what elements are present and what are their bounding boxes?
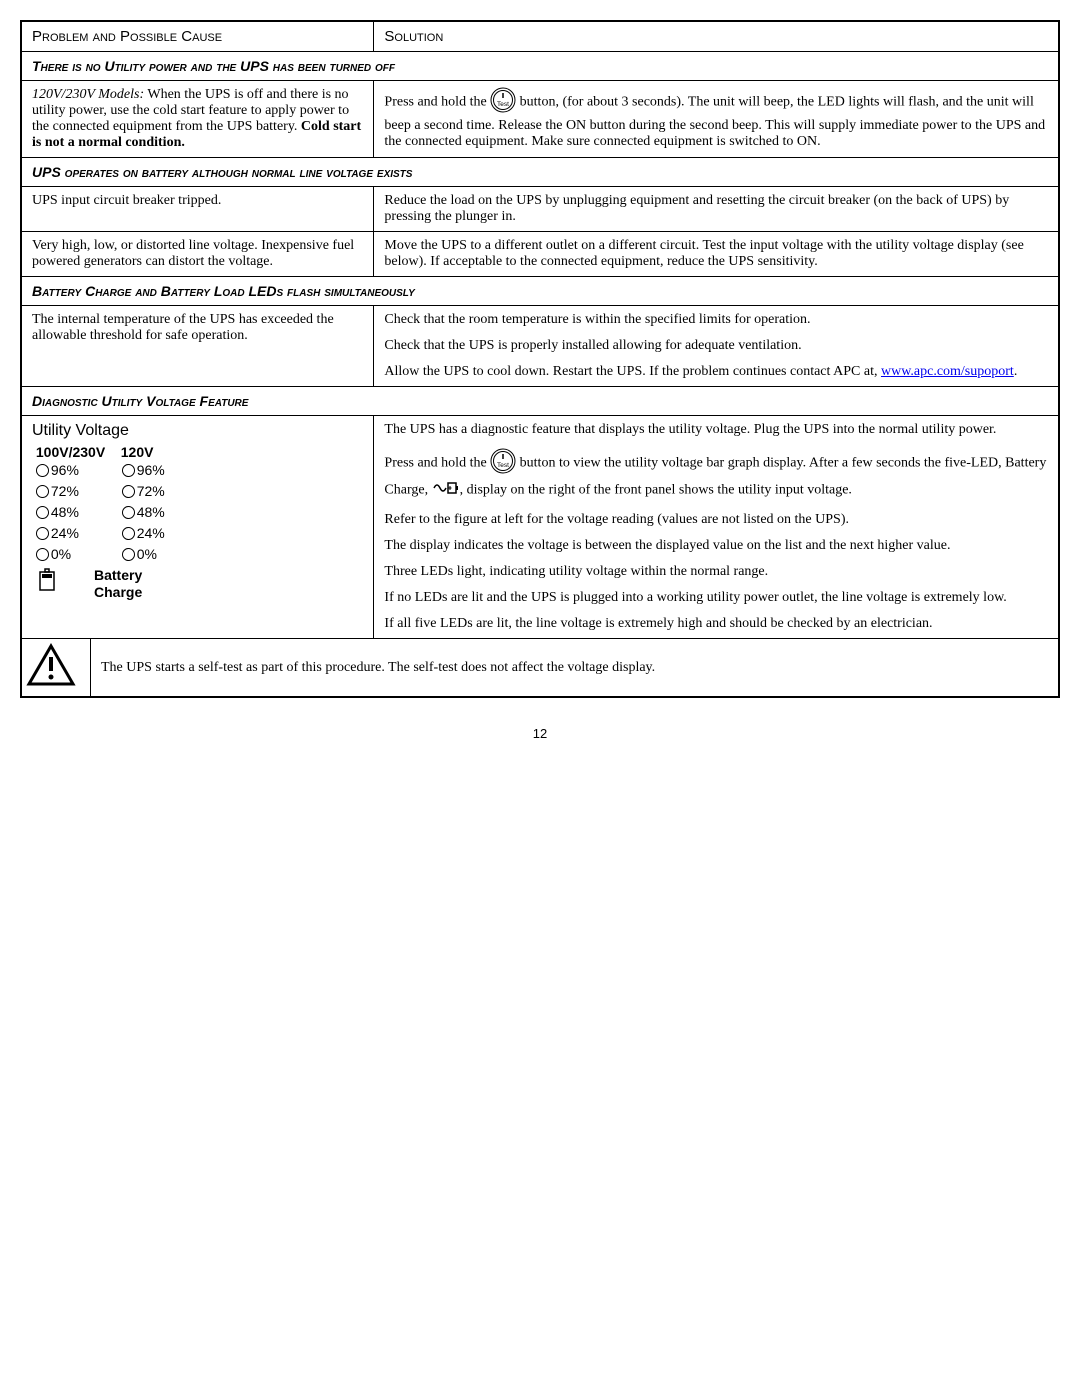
led-icon — [36, 506, 49, 519]
header-row: Problem and Possible Cause Solution — [21, 21, 1059, 52]
row-s2-1: Very high, low, or distorted line voltag… — [21, 232, 1059, 277]
warning-icon-cell — [22, 639, 91, 696]
led-icon — [122, 548, 135, 561]
header-problem: Problem and Possible Cause — [21, 21, 374, 52]
s3-left: The internal temperature of the UPS has … — [21, 306, 374, 387]
section-row-4: Diagnostic Utility Voltage Feature — [21, 387, 1059, 416]
vrow-1: 72% 72% — [32, 481, 363, 502]
v1a: 72% — [51, 483, 79, 499]
section-title-4: Diagnostic Utility Voltage Feature — [21, 387, 1059, 416]
svg-text:Test: Test — [497, 101, 509, 108]
s2-right-1: Move the UPS to a different outlet on a … — [374, 232, 1059, 277]
v4a: 0% — [51, 546, 71, 562]
s3-p2: Check that the UPS is properly installed… — [384, 338, 1048, 354]
s1-left: 120V/230V Models: When the UPS is off an… — [21, 81, 374, 158]
s4-right: The UPS has a diagnostic feature that di… — [374, 416, 1059, 639]
s4-p3: Refer to the figure at left for the volt… — [384, 512, 1048, 528]
battery-text: BatteryCharge — [94, 567, 142, 601]
s4-p4: The display indicates the voltage is bet… — [384, 538, 1048, 554]
battery-word: Battery — [94, 567, 142, 583]
charge-word: Charge — [94, 584, 142, 600]
s2-right-0: Reduce the load on the UPS by unplugging… — [374, 187, 1059, 232]
s4-p7: If all five LEDs are lit, the line volta… — [384, 616, 1048, 632]
s4-p2-post: , display on the right of the front pane… — [460, 483, 852, 498]
row-s4: Utility Voltage 100V/230V 120V 96% 96% 7… — [21, 416, 1059, 639]
voltage-rows: 96% 96% 72% 72% 48% 48% 24% 24% 0% 0% — [32, 460, 363, 565]
v2b: 48% — [137, 504, 165, 520]
v3b: 24% — [137, 525, 165, 541]
row-s1: 120V/230V Models: When the UPS is off an… — [21, 81, 1059, 158]
v0b: 96% — [137, 462, 165, 478]
s4-p2-pre: Press and hold the — [384, 456, 490, 471]
s4-left: Utility Voltage 100V/230V 120V 96% 96% 7… — [21, 416, 374, 639]
led-icon — [122, 485, 135, 498]
led-icon — [36, 464, 49, 477]
s2-left-0: UPS input circuit breaker tripped. — [21, 187, 374, 232]
section-title-2: UPS operates on battery although normal … — [21, 158, 1059, 187]
s4-p5: Three LEDs light, indicating utility vol… — [384, 564, 1048, 580]
s4-p2: Press and hold the Test button to view t… — [384, 448, 1048, 502]
voltage-title: Utility Voltage — [32, 422, 363, 440]
vrow-3: 24% 24% — [32, 523, 363, 544]
warning-icon — [26, 643, 76, 692]
apc-link[interactable]: www.apc.com/supoport — [881, 364, 1014, 379]
s3-p1: Check that the room temperature is withi… — [384, 312, 1048, 328]
row-s2-0: UPS input circuit breaker tripped. Reduc… — [21, 187, 1059, 232]
s4-p1: The UPS has a diagnostic feature that di… — [384, 422, 1048, 438]
s1-right-pre: Press and hold the — [384, 95, 490, 110]
warning-cell-wrap: The UPS starts a self-test as part of th… — [21, 639, 1059, 698]
page-number: 12 — [20, 726, 1060, 741]
vh1: 100V/230V — [36, 444, 105, 460]
row-s3: The internal temperature of the UPS has … — [21, 306, 1059, 387]
battery-charge-icon — [432, 479, 460, 502]
s3-right: Check that the room temperature is withi… — [374, 306, 1059, 387]
led-icon — [122, 527, 135, 540]
section-title-3: Battery Charge and Battery Load LEDs fla… — [21, 277, 1059, 306]
led-icon — [36, 527, 49, 540]
vrow-4: 0% 0% — [32, 544, 363, 565]
battery-icon — [36, 567, 58, 596]
vh2: 120V — [121, 444, 154, 460]
voltage-block: Utility Voltage 100V/230V 120V 96% 96% 7… — [32, 422, 363, 601]
section-title-1: There is no Utility power and the UPS ha… — [21, 52, 1059, 81]
section-row-1: There is no Utility power and the UPS ha… — [21, 52, 1059, 81]
troubleshooting-table: Problem and Possible Cause Solution Ther… — [20, 20, 1060, 698]
v0a: 96% — [51, 462, 79, 478]
voltage-sub: 100V/230V 120V — [32, 444, 363, 460]
v1b: 72% — [137, 483, 165, 499]
battery-label-row: BatteryCharge — [36, 567, 363, 601]
warning-row: The UPS starts a self-test as part of th… — [21, 639, 1059, 698]
s3-p3-pre: Allow the UPS to cool down. Restart the … — [384, 364, 881, 379]
s4-p6: If no LEDs are lit and the UPS is plugge… — [384, 590, 1048, 606]
s3-p3-post: . — [1014, 364, 1018, 379]
led-icon — [36, 548, 49, 561]
test-icon: Test — [490, 448, 516, 479]
svg-text:Test: Test — [497, 462, 509, 469]
vrow-0: 96% 96% — [32, 460, 363, 481]
header-solution: Solution — [374, 21, 1059, 52]
s1-models: 120V/230V Models: — [32, 87, 144, 102]
s1-right: Press and hold the Test button, (for abo… — [374, 81, 1059, 158]
test-icon: Test — [490, 87, 516, 118]
section-row-3: Battery Charge and Battery Load LEDs fla… — [21, 277, 1059, 306]
v4b: 0% — [137, 546, 157, 562]
vrow-2: 48% 48% — [32, 502, 363, 523]
led-icon — [122, 464, 135, 477]
section-row-2: UPS operates on battery although normal … — [21, 158, 1059, 187]
v3a: 24% — [51, 525, 79, 541]
warning-text: The UPS starts a self-test as part of th… — [91, 639, 1059, 696]
led-icon — [36, 485, 49, 498]
s3-p3: Allow the UPS to cool down. Restart the … — [384, 364, 1048, 380]
v2a: 48% — [51, 504, 79, 520]
s2-left-1: Very high, low, or distorted line voltag… — [21, 232, 374, 277]
led-icon — [122, 506, 135, 519]
